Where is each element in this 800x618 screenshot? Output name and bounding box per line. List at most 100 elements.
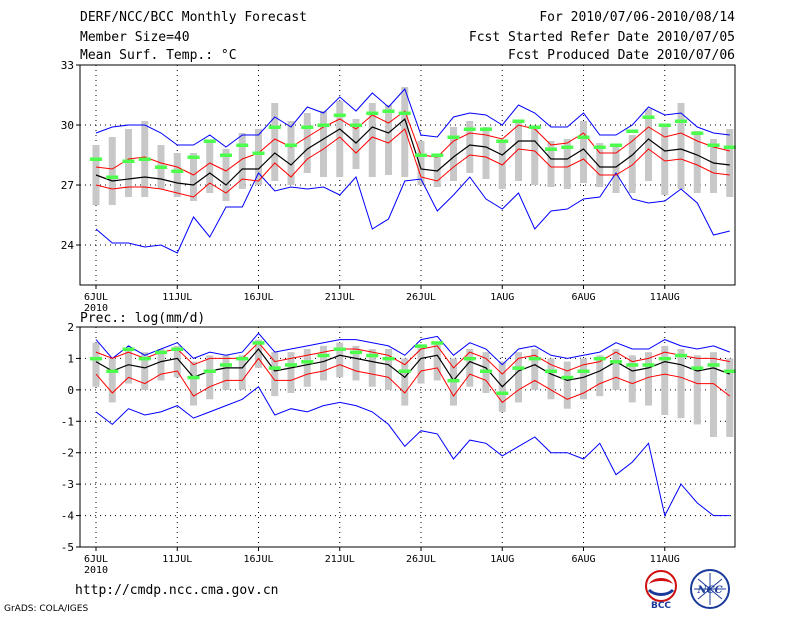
spread-box [255,129,262,185]
y-tick-label: 0 [67,384,74,397]
plot-frame [79,64,736,286]
spread-box [287,352,295,393]
x-tick-label: 1AUG [490,554,514,565]
y-tick-label: -2 [61,447,74,460]
chart-title: DERF/NCC/BCC Monthly Forecast [80,10,307,25]
deterministic-mark [675,353,687,358]
spread-box [92,342,100,387]
deterministic-mark [528,125,541,129]
series-line-minimum [95,172,730,254]
deterministic-mark [317,123,330,127]
spread-box [271,352,279,397]
deterministic-mark [512,366,525,370]
deterministic-mark [723,145,736,149]
deterministic-mark [366,111,379,115]
deterministic-mark [333,347,346,351]
spread-box [190,361,197,406]
spread-box [726,358,734,437]
x-tick-label: 16JUL [243,554,273,565]
deterministic-mark [252,151,265,155]
deterministic-mark [480,127,492,131]
spread-box [125,349,132,384]
grads-credit: GrADS: COLA/IGES [4,604,89,614]
deterministic-mark [203,369,216,373]
spread-box [612,349,620,390]
spread-box [433,157,441,187]
deterministic-mark [447,378,460,383]
spread-box [628,135,636,193]
spread-box [726,129,734,197]
y-tick-label: -1 [61,415,74,428]
series-line-upper-spread [95,110,730,176]
bcc-logo-text: BCC [651,601,671,610]
deterministic-mark [187,375,200,380]
spread-box [108,358,116,403]
deterministic-mark [512,119,525,123]
y-tick-label: 24 [61,239,75,252]
x-tick-label: 21JUL [325,554,355,565]
x-tick-label: 11AUG [650,292,680,303]
spread-box [580,121,587,183]
deterministic-mark [545,147,557,151]
deterministic-mark [317,353,330,358]
deterministic-mark [561,145,574,149]
deterministic-mark [707,143,720,147]
x-tick-label: 16JUL [243,292,273,303]
x-tick-label: 21JUL [325,292,355,303]
deterministic-mark [138,356,151,361]
spread-box [563,139,571,189]
y-tick-label: 2 [67,321,74,334]
deterministic-mark [642,363,655,367]
series-line-upper-spread [95,341,730,375]
deterministic-mark [447,135,460,139]
deterministic-mark [220,153,232,157]
deterministic-mark [171,347,184,351]
source-url[interactable]: http://cmdp.ncc.cma.gov.cn [75,583,279,598]
deterministic-mark [366,353,379,358]
precip-panel-title: Prec.: log(mm/d) [80,311,205,326]
deterministic-mark [480,369,492,373]
spread-box [466,121,474,173]
spread-box [287,121,295,185]
deterministic-mark [431,153,444,157]
spread-box [645,352,652,406]
deterministic-mark [155,350,167,355]
deterministic-mark [707,363,720,367]
series-line-lower-spread [95,357,731,404]
deterministic-mark [252,341,265,345]
deterministic-mark [545,369,557,373]
spread-box [563,361,571,409]
deterministic-mark [626,363,639,367]
spread-box [157,349,165,381]
deterministic-mark [398,369,411,373]
spread-box [417,345,425,384]
spread-box [206,355,214,400]
spread-box [401,358,409,406]
deterministic-mark [610,360,622,364]
deterministic-mark [106,369,119,373]
x-tick-label: 11JUL [162,292,192,303]
deterministic-mark [301,125,314,129]
spread-box [417,141,425,185]
deterministic-mark [171,169,184,173]
spread-box [612,147,620,193]
spread-box [303,349,311,387]
series-line-ensemble-mean [95,348,731,388]
spread-box [368,349,376,387]
forecast-period: For 2010/07/06-2010/08/14 [539,10,735,25]
spread-box [401,87,409,177]
spread-box [352,119,360,169]
deterministic-mark [398,111,411,115]
deterministic-mark [301,360,314,364]
deterministic-mark [642,115,655,119]
deterministic-mark [268,125,281,129]
spread-box [303,113,311,173]
deterministic-mark [90,157,102,161]
deterministic-mark [236,356,249,361]
ncc-logo: NCC [690,569,730,609]
spread-box [710,352,717,437]
deterministic-mark [496,391,509,395]
y-tick-label: 30 [61,119,74,132]
deterministic-mark [155,165,167,169]
